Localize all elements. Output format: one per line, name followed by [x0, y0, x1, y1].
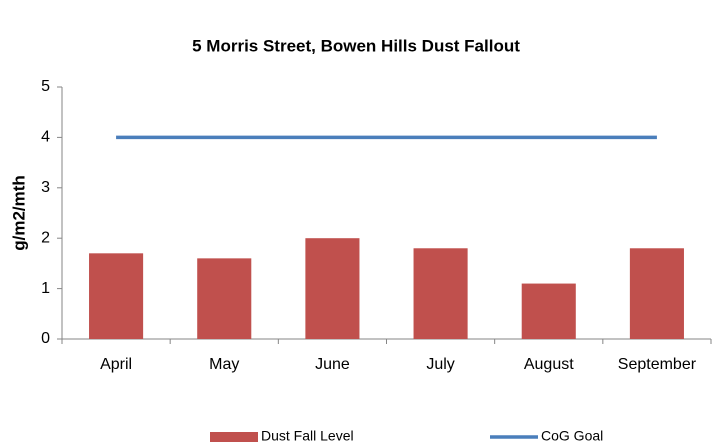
- chart-title: 5 Morris Street, Bowen Hills Dust Fallou…: [192, 36, 520, 55]
- bar: [305, 238, 360, 339]
- bar: [197, 258, 252, 339]
- legend-label: CoG Goal: [541, 428, 603, 444]
- legend-label: Dust Fall Level: [261, 428, 354, 444]
- y-tick-label: 2: [41, 229, 50, 246]
- bar: [521, 283, 576, 339]
- y-tick-label: 0: [41, 330, 50, 347]
- x-tick-label: June: [315, 356, 350, 373]
- x-tick-label: August: [524, 356, 574, 373]
- x-tick-label: April: [100, 356, 132, 373]
- bar: [413, 248, 468, 339]
- x-tick-label: May: [209, 356, 239, 373]
- y-axis-label: g/m2/mth: [9, 175, 28, 251]
- bar: [629, 248, 684, 339]
- y-tick-label: 1: [41, 280, 50, 297]
- x-tick-label: July: [426, 356, 454, 373]
- y-tick-label: 5: [41, 78, 50, 95]
- x-tick-label: September: [618, 356, 697, 373]
- y-tick-label: 4: [41, 129, 50, 146]
- legend-swatch: [210, 432, 258, 442]
- y-tick-label: 3: [41, 179, 50, 196]
- bar: [89, 253, 144, 339]
